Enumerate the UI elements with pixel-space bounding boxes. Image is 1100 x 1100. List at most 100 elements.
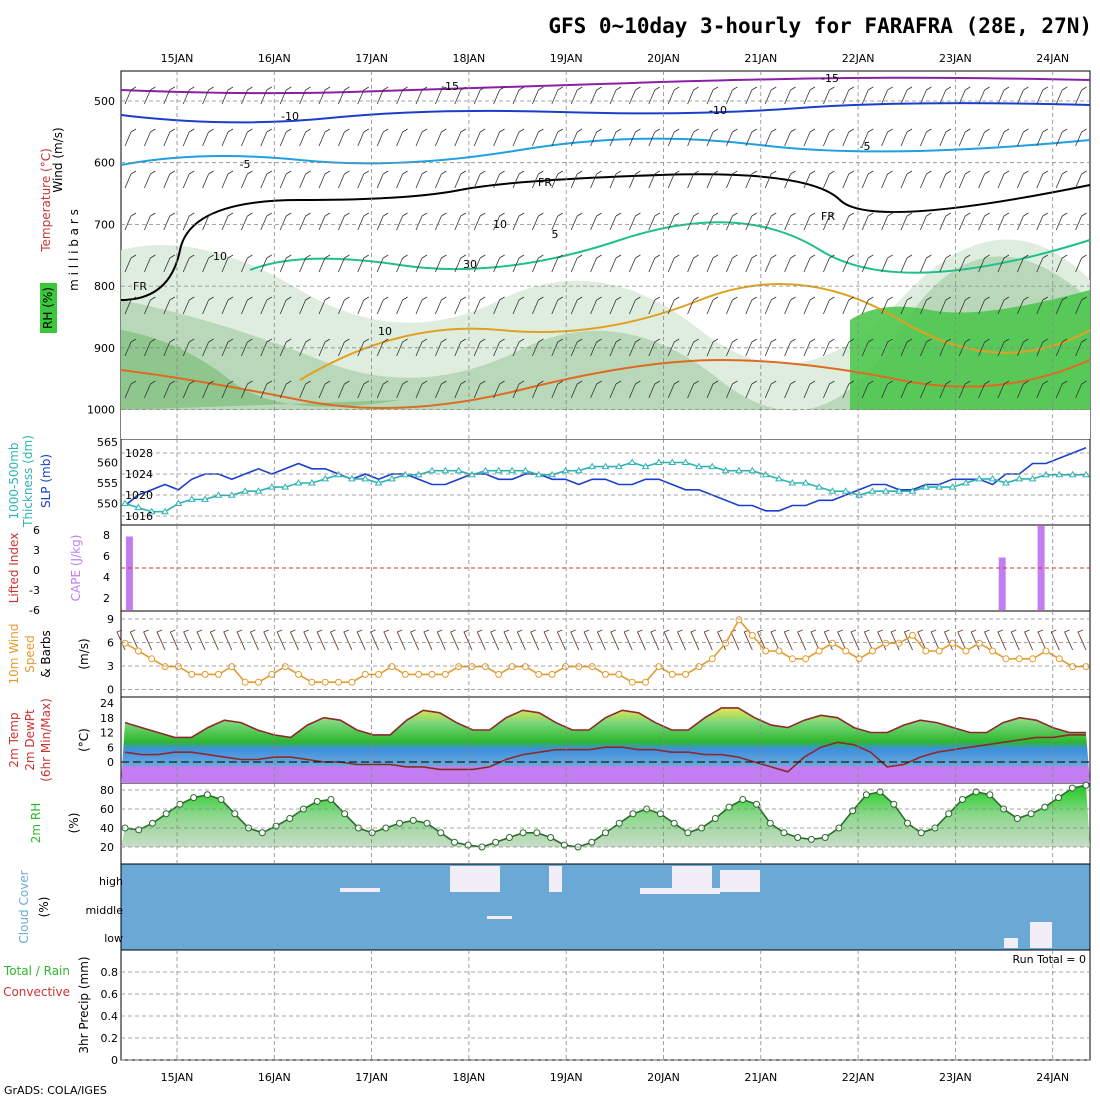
upper-wind-barb [202, 128, 214, 147]
rh-line-point [711, 815, 719, 822]
upper-wind-barb [241, 128, 253, 147]
rh-line-point [286, 815, 294, 822]
wind-barb [676, 629, 686, 651]
wind-speed-line-point [401, 670, 409, 678]
thickness-line-point [121, 499, 129, 506]
upper-wind-barb [376, 296, 389, 315]
upper-wind-barb [978, 254, 990, 273]
wind-speed-line-point [228, 663, 236, 671]
wind-speed-line-point [868, 647, 876, 655]
wind-tick: 6 [107, 637, 114, 650]
upper-wind-barb [473, 380, 486, 399]
upper-wind-barb [803, 380, 816, 399]
upper-wind-barb [1055, 212, 1068, 231]
upper-wind-barb [900, 254, 913, 273]
upper-wind-barb [512, 254, 525, 273]
temp-tick: 0 [107, 756, 114, 769]
rh-line-point [505, 834, 513, 841]
upper-wind-barb [454, 254, 467, 273]
upper-wind-barb [1017, 86, 1029, 105]
rh-line-point [533, 829, 541, 837]
rh-line-point [958, 796, 966, 803]
upper-wind-barb [939, 296, 952, 315]
rh-shading [121, 256, 1090, 411]
wind-speed-line-point [962, 647, 970, 655]
upper-wind-barb [357, 338, 370, 357]
wind-speed-line-point [388, 663, 396, 671]
precip-tick: 0.8 [101, 966, 119, 979]
upper-wind-barb [900, 338, 913, 357]
upper-wind-barb [473, 86, 486, 105]
wind-barb [463, 629, 473, 651]
wind-speed-line-point [121, 639, 129, 647]
upper-wind-barb [939, 128, 952, 147]
rh-line-point [258, 829, 266, 837]
wind-speed-line-point [882, 639, 890, 647]
upper-wind-barb [881, 296, 893, 315]
rh-line-point [231, 810, 239, 818]
wind-barb [596, 629, 606, 651]
upper-wind-barb [997, 86, 1010, 105]
upper-wind-barb [163, 254, 176, 273]
upper-wind-barb [629, 170, 641, 189]
wind-speed-line-point [748, 631, 756, 639]
upper-wind-barb [726, 338, 738, 357]
wind-speed-line-point [588, 663, 596, 671]
wind-speed-line-point [1055, 655, 1063, 663]
upper-wind-barb [706, 254, 719, 273]
upper-wind-barb [842, 86, 855, 105]
wind-speed-line-point [575, 663, 583, 671]
day-label-bottom: 17JAN [355, 1071, 388, 1084]
upper-wind-barb [202, 254, 214, 273]
upper-wind-barb [1017, 296, 1029, 315]
upper-wind-barb [299, 212, 311, 231]
upper-wind-barb [764, 212, 777, 231]
upper-wind-barb [706, 212, 719, 231]
upper-wind-barb [920, 254, 932, 273]
upper-wind-barb [920, 380, 932, 399]
wind-barb [863, 629, 873, 651]
slp-tick: 1028 [125, 447, 153, 460]
upper-wind-barb [997, 212, 1010, 231]
upper-wind-barb [376, 254, 389, 273]
contour-label: 10 [378, 325, 392, 338]
cloud-block [450, 866, 500, 892]
upper-wind-barb [163, 86, 176, 105]
upper-wind-barb [978, 128, 990, 147]
wind-barb [343, 629, 353, 651]
upper-wind-barb [454, 338, 467, 357]
upper-wind-barb [803, 170, 816, 189]
thick-label-2: Thickness (dm) [21, 435, 35, 528]
rh-line-point [917, 829, 925, 837]
upper-wind-barb [997, 380, 1010, 399]
wind-speed-line-point [642, 678, 650, 686]
thickness-line-point [428, 466, 436, 474]
upper-wind-barb [396, 212, 408, 231]
li-tick: -6 [29, 604, 40, 617]
upper-wind-barb [745, 212, 758, 231]
upper-wind-barb [221, 212, 234, 231]
upper-wind-barb [726, 86, 738, 105]
data-layer [116, 447, 1090, 948]
upper-wind-barb [435, 128, 447, 147]
cloud-level-high: high [99, 875, 123, 888]
upper-wind-barb [124, 254, 137, 273]
upper-wind-barb [823, 170, 835, 189]
thickness-line-point [574, 466, 583, 474]
upper-wind-barb [881, 170, 893, 189]
upper-wind-barb [1036, 86, 1049, 105]
contour-line [120, 173, 1091, 301]
upper-wind-barb [493, 254, 505, 273]
upper-wind-barb [687, 296, 699, 315]
contour-line [120, 102, 1091, 124]
thickness-line-point [388, 474, 396, 482]
temp-tick: 24 [100, 697, 114, 710]
contour-label: -15 [441, 80, 459, 93]
rh-line-point [437, 829, 445, 837]
wind-barb [1077, 629, 1087, 651]
upper-wind-barb [609, 128, 622, 147]
upper-wind-barb [920, 170, 932, 189]
thickness-line-point [668, 458, 677, 465]
upper-wind-barb [260, 170, 273, 189]
